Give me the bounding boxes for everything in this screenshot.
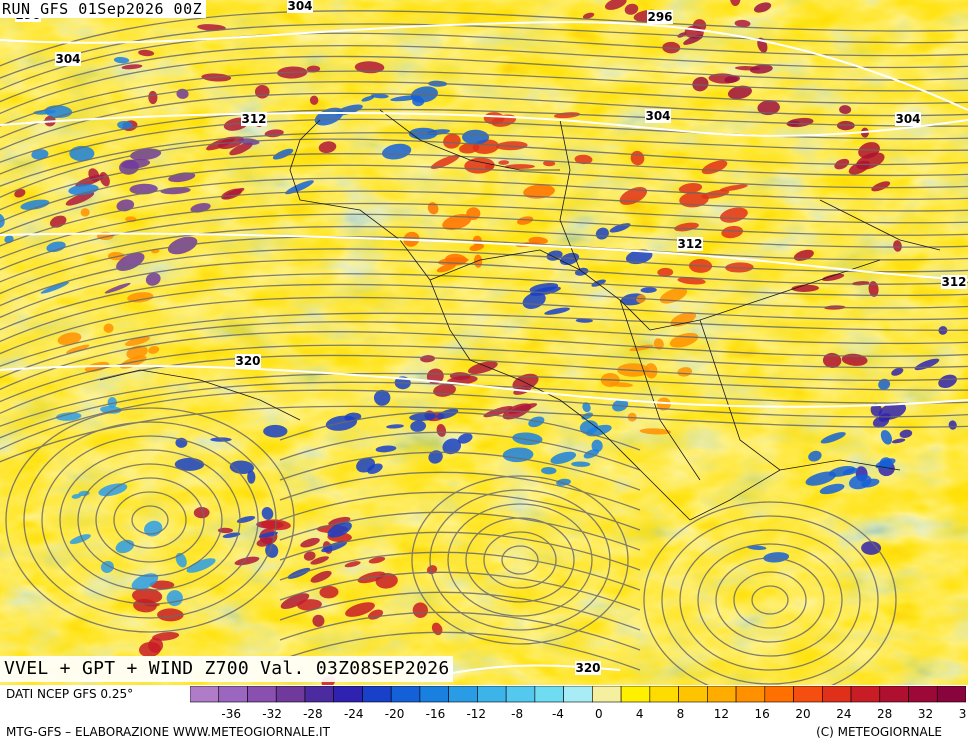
- scale-swatch: [505, 686, 536, 703]
- scale-tick-label: 24: [836, 707, 851, 721]
- scale-tick-label: -8: [511, 707, 523, 721]
- contour-label: 296: [647, 10, 672, 24]
- vertical-velocity-map: 304296304304304312312312320320296: [0, 0, 968, 685]
- contour-label: 312: [241, 112, 266, 126]
- scale-tick-label: -28: [303, 707, 323, 721]
- scale-swatch: [448, 686, 478, 703]
- contour-label: 304: [895, 112, 920, 126]
- scale-swatch: [390, 686, 421, 703]
- scale-tick-label: 12: [714, 707, 729, 721]
- scale-swatch: [850, 686, 881, 703]
- scale-tick-label: -4: [552, 707, 564, 721]
- scale-swatch: [362, 686, 392, 703]
- scale-swatch: [908, 686, 938, 703]
- scale-swatch: [936, 686, 966, 703]
- scale-swatch: [275, 686, 306, 703]
- scale-swatch: [735, 686, 766, 703]
- scale-tick-label: -24: [344, 707, 364, 721]
- scale-tick-label: -36: [221, 707, 241, 721]
- data-source-label: DATI NCEP GFS 0.25°: [6, 687, 134, 701]
- scale-swatch: [821, 686, 852, 703]
- scale-swatch: [764, 686, 794, 703]
- contour-label: 320: [235, 354, 260, 368]
- scale-swatch: [678, 686, 708, 703]
- credit-left: MTG-GFS – ELABORAZIONE WWW.METEOGIORNALE…: [6, 725, 330, 739]
- contour-labels: 304296304304304312312312320320296: [15, 0, 967, 675]
- contour-label-bg: [287, 0, 313, 13]
- contour-label-bg: [677, 237, 703, 251]
- scale-swatch: [649, 686, 679, 703]
- contour-label-bg: [941, 275, 967, 289]
- contour-label-bg: [241, 112, 267, 126]
- scale-swatch: [592, 686, 622, 703]
- contour-label-bg: [895, 112, 921, 126]
- scale-tick-label: 20: [795, 707, 810, 721]
- wind-streamlines: [0, 10, 968, 685]
- scale-tick-label: 4: [636, 707, 644, 721]
- footer: DATI NCEP GFS 0.25° -36 -32 -28 -24 -20 -16 -1…: [0, 685, 968, 745]
- scale-swatch: [333, 686, 363, 703]
- scale-tick-label: -12: [466, 707, 486, 721]
- country-borders: [99, 109, 941, 521]
- scale-swatch: [247, 686, 277, 703]
- scale-swatch: [419, 686, 449, 703]
- contour-label: 304: [287, 0, 312, 13]
- scale-tick-label: 28: [877, 707, 892, 721]
- contour-label-bg: [645, 109, 671, 123]
- contour-label: 304: [55, 52, 80, 66]
- scale-swatch: [879, 686, 909, 703]
- scale-swatch: [534, 686, 564, 703]
- contour-label-bg: [235, 354, 261, 368]
- scale-swatch: [563, 686, 593, 703]
- scale-swatch: [707, 686, 737, 703]
- scale-swatch: [304, 686, 335, 703]
- scale-swatch: [477, 686, 507, 703]
- contour-label-bg: [647, 10, 673, 24]
- scale-swatch: [620, 686, 651, 703]
- scale-tick-label: 32: [918, 707, 933, 721]
- scale-tick-label: 36: [959, 707, 966, 721]
- contour-label: 312: [677, 237, 702, 251]
- credit-right: (C) METEOGIORNALE: [816, 725, 942, 739]
- scale-tick-label: -32: [262, 707, 282, 721]
- scale-tick-label: 0: [595, 707, 603, 721]
- map-title: VVEL + GPT + WIND Z700 Val. 03Z08SEP2026: [0, 656, 454, 682]
- scale-swatch: [793, 686, 823, 703]
- contour-label: 304: [645, 109, 670, 123]
- scale-swatch: [190, 686, 220, 703]
- scale-swatch: [218, 686, 248, 703]
- scale-tick-label: -16: [426, 707, 446, 721]
- scale-tick-label: -20: [385, 707, 405, 721]
- contour-label-bg: [575, 661, 601, 675]
- contour-label-bg: [55, 52, 81, 66]
- scale-tick-label: 16: [755, 707, 770, 721]
- contour-label: 320: [575, 661, 600, 675]
- run-label: RUN GFS 01Sep2026 00Z: [0, 0, 207, 18]
- contour-label: 312: [941, 275, 966, 289]
- color-scale: -36 -32 -28 -24 -20 -16 -12 -8 -4 0 4 8 12 16 20 24 28 32…: [190, 686, 966, 721]
- scale-tick-label: 8: [677, 707, 685, 721]
